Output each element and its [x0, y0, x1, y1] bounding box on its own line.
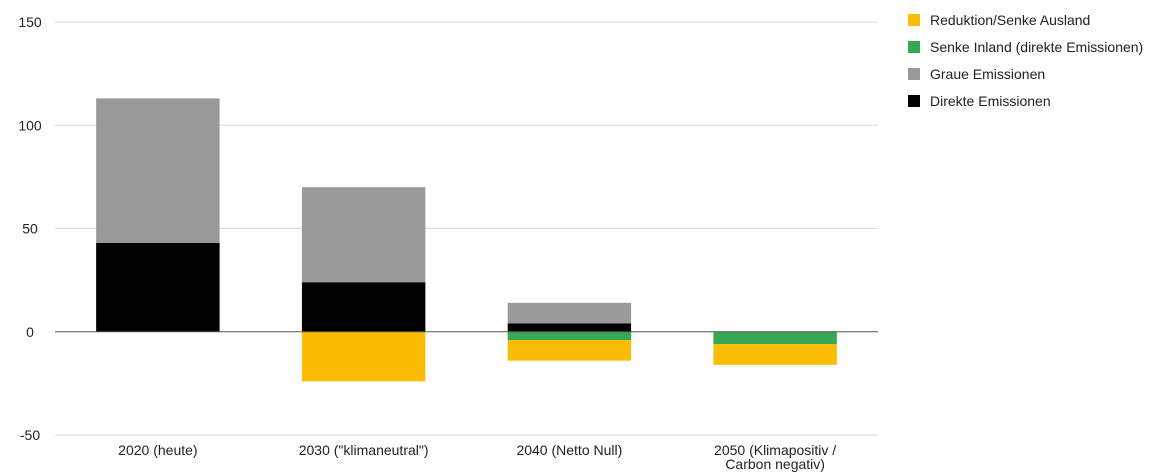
legend-swatch [908, 95, 920, 107]
legend-label: Reduktion/Senke Ausland [930, 12, 1090, 28]
bar-segment [507, 323, 632, 332]
legend-swatch [908, 14, 920, 26]
y-tick-label: 0 [26, 324, 34, 340]
x-tick-label: 2030 ("klimaneutral") [299, 442, 429, 458]
y-tick-label: 150 [18, 14, 42, 30]
bar-segment [507, 340, 632, 361]
x-tick-label: 2020 (heute) [118, 442, 197, 458]
legend-item[interactable]: Direkte Emissionen [908, 93, 1051, 109]
legend-item[interactable]: Graue Emissionen [908, 66, 1045, 82]
x-tick-label: 2040 (Netto Null) [516, 442, 622, 458]
bar-segment [301, 282, 426, 332]
bar-segment [507, 302, 632, 324]
legend-item[interactable]: Senke Inland (direkte Emissionen) [908, 39, 1143, 55]
legend-swatch [908, 41, 920, 53]
bar-segment [96, 242, 220, 332]
y-axis-tick-labels: 150 100 50 0 -50 [18, 14, 42, 443]
legend-label: Senke Inland (direkte Emissionen) [930, 39, 1143, 55]
bar-segment [713, 344, 837, 365]
legend-label: Graue Emissionen [930, 66, 1045, 82]
bar-segment [301, 331, 426, 382]
y-tick-label: 50 [22, 221, 38, 237]
legend-swatch [908, 68, 920, 80]
bar-segment [301, 187, 426, 283]
legend-item[interactable]: Reduktion/Senke Ausland [908, 12, 1090, 28]
x-tick-label: 2050 (Klimapositiv / Carbon negativ) [714, 442, 836, 472]
legend: Reduktion/Senke Ausland Senke Inland (dir… [908, 12, 1143, 109]
x-axis-tick-labels: 2020 (heute) 2030 ("klimaneutral") 2040 (N… [118, 442, 836, 472]
bar-segment [713, 331, 837, 345]
y-tick-label: 100 [18, 117, 42, 133]
y-tick-label: -50 [20, 427, 40, 443]
legend-label: Direkte Emissionen [930, 93, 1051, 109]
bars [96, 98, 837, 382]
bar-segment [507, 331, 632, 341]
bar-segment [96, 98, 220, 243]
